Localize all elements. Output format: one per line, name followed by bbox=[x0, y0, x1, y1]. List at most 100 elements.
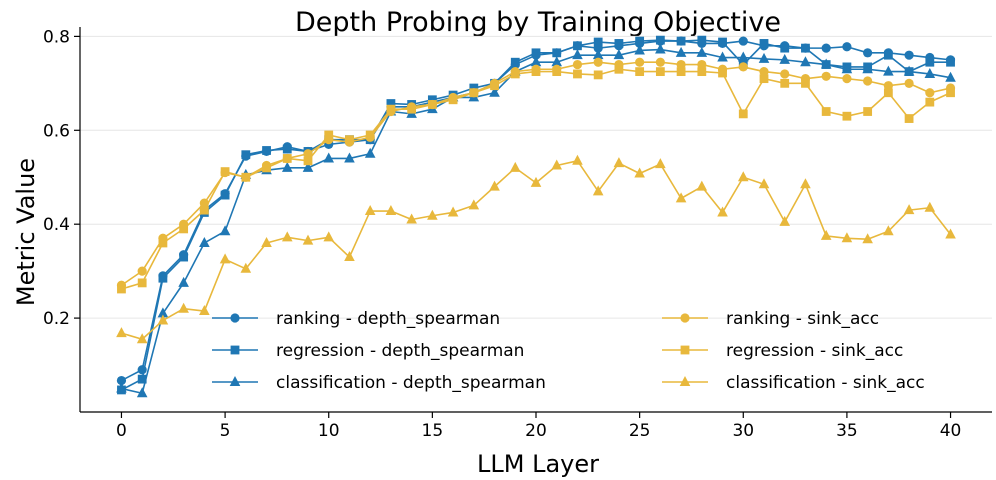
data-point bbox=[718, 37, 727, 47]
data-point bbox=[220, 190, 230, 200]
legend-item: ranking - depth_spearman bbox=[212, 309, 500, 329]
data-point bbox=[945, 71, 956, 82]
data-point bbox=[614, 39, 624, 48]
data-point bbox=[489, 180, 500, 191]
data-point bbox=[883, 88, 893, 98]
data-point bbox=[883, 50, 893, 60]
data-point bbox=[136, 387, 148, 398]
legend-label: classification - depth_spearman bbox=[276, 373, 546, 393]
data-point bbox=[345, 135, 354, 145]
chart-title: Depth Probing by Training Objective bbox=[295, 7, 781, 38]
data-point bbox=[490, 81, 499, 91]
data-point bbox=[676, 36, 686, 46]
x-tick-label: 0 bbox=[116, 421, 127, 441]
data-point bbox=[240, 262, 252, 273]
data-point bbox=[158, 238, 168, 248]
data-point bbox=[925, 57, 935, 67]
data-point bbox=[924, 67, 936, 78]
data-point bbox=[738, 62, 748, 72]
data-point bbox=[614, 64, 624, 74]
data-point bbox=[780, 43, 790, 53]
x-axis-label: LLM Layer bbox=[477, 450, 599, 478]
data-point bbox=[593, 57, 603, 67]
data-point bbox=[241, 150, 251, 160]
data-point bbox=[427, 95, 437, 105]
data-point bbox=[613, 157, 625, 168]
data-point bbox=[386, 99, 396, 108]
x-tick-label: 40 bbox=[940, 421, 962, 441]
data-point bbox=[676, 67, 686, 77]
legend-marker bbox=[230, 313, 240, 323]
data-point bbox=[427, 100, 437, 109]
data-point bbox=[158, 273, 168, 283]
x-tick-label: 35 bbox=[836, 421, 858, 441]
data-point bbox=[469, 88, 479, 98]
x-tick-label: 20 bbox=[525, 421, 547, 441]
data-point bbox=[675, 46, 687, 57]
data-point bbox=[842, 111, 852, 121]
data-point bbox=[530, 56, 542, 67]
data-point bbox=[303, 149, 313, 159]
x-tick-label: 5 bbox=[220, 421, 231, 441]
data-point bbox=[883, 65, 894, 76]
legend-item: regression - sink_acc bbox=[662, 341, 903, 361]
data-point bbox=[219, 225, 231, 236]
legend-label: regression - sink_acc bbox=[726, 341, 903, 361]
data-point bbox=[199, 305, 210, 316]
data-point bbox=[635, 67, 645, 77]
data-point bbox=[199, 236, 210, 247]
data-point bbox=[924, 201, 936, 212]
data-point bbox=[821, 107, 831, 116]
data-point bbox=[696, 46, 708, 57]
data-point bbox=[261, 236, 272, 247]
data-point bbox=[448, 95, 458, 105]
legend-label: regression - depth_spearman bbox=[276, 341, 524, 361]
data-point bbox=[675, 192, 687, 203]
data-point bbox=[925, 97, 935, 107]
data-point bbox=[717, 51, 728, 62]
data-point bbox=[447, 206, 459, 217]
data-point bbox=[592, 185, 604, 196]
data-point bbox=[841, 63, 853, 74]
data-point bbox=[863, 48, 873, 58]
data-point bbox=[116, 382, 127, 393]
data-point bbox=[655, 57, 665, 67]
data-point bbox=[780, 69, 790, 79]
x-tick-label: 30 bbox=[732, 421, 754, 441]
data-point bbox=[655, 35, 665, 45]
data-point bbox=[863, 107, 873, 116]
data-point bbox=[137, 374, 147, 384]
legend-marker bbox=[680, 345, 690, 355]
data-point bbox=[262, 163, 271, 173]
data-point bbox=[593, 37, 603, 47]
data-point bbox=[592, 49, 604, 60]
data-point bbox=[281, 231, 293, 242]
data-point bbox=[635, 57, 645, 67]
data-point bbox=[801, 43, 810, 53]
data-point bbox=[904, 50, 914, 60]
data-point bbox=[324, 130, 334, 140]
data-point bbox=[904, 78, 914, 88]
data-point bbox=[779, 215, 791, 226]
data-point bbox=[925, 88, 935, 98]
data-point bbox=[157, 314, 169, 325]
data-point bbox=[406, 213, 417, 224]
data-point bbox=[759, 74, 769, 84]
legend-item: regression - depth_spearman bbox=[212, 341, 524, 361]
data-point bbox=[510, 69, 520, 79]
legend-label: ranking - sink_acc bbox=[726, 309, 879, 329]
data-point bbox=[737, 51, 749, 62]
data-point bbox=[530, 176, 542, 187]
data-point bbox=[262, 146, 271, 155]
y-tick-label: 0.2 bbox=[43, 309, 70, 329]
data-point bbox=[717, 206, 728, 217]
data-point bbox=[821, 43, 831, 53]
data-point bbox=[199, 205, 209, 215]
data-point bbox=[883, 225, 894, 236]
data-point bbox=[758, 52, 770, 63]
data-point bbox=[572, 49, 583, 60]
data-point bbox=[945, 228, 956, 239]
data-point bbox=[219, 253, 231, 264]
data-point bbox=[904, 114, 914, 123]
